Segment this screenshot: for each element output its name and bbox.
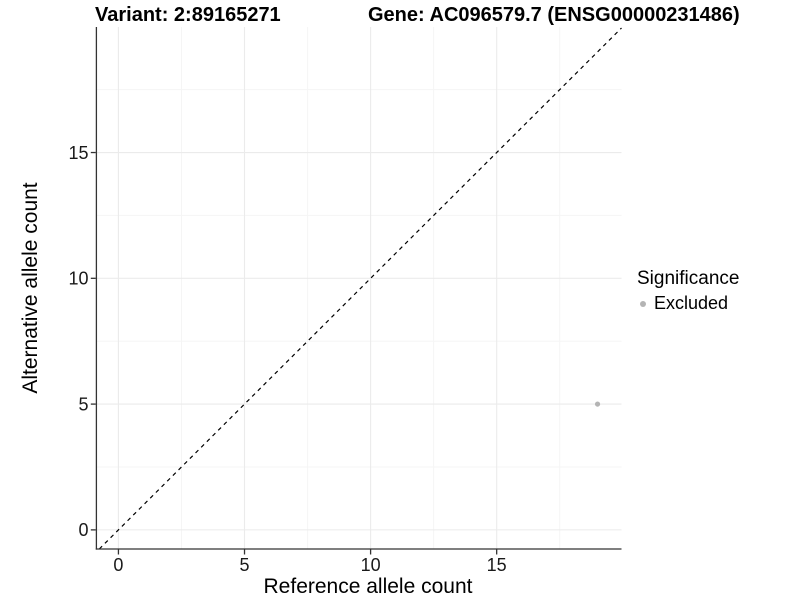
x-tick-label: 5 xyxy=(240,555,250,575)
plot-title-gene: Gene: AC096579.7 (ENSG00000231486) xyxy=(368,4,740,26)
y-tick-label: 5 xyxy=(78,394,88,414)
plot-title-variant: Variant: 2:89165271 xyxy=(95,4,281,26)
identity-line xyxy=(98,27,622,550)
y-tick-label: 10 xyxy=(68,269,88,289)
legend: Significance Excluded xyxy=(637,268,739,314)
legend-point-icon xyxy=(640,300,646,307)
legend-title: Significance xyxy=(637,268,740,289)
y-axis-title: Alternative allele count xyxy=(19,182,42,394)
x-axis-title: Reference allele count xyxy=(263,575,473,598)
x-tick-label: 0 xyxy=(113,555,123,575)
y-tick-label: 15 xyxy=(68,143,88,163)
legend-item-label: Excluded xyxy=(654,293,729,313)
data-point xyxy=(594,401,601,407)
x-tick-label: 15 xyxy=(487,555,507,575)
x-tick-label: 10 xyxy=(361,555,381,575)
y-tick-label: 0 xyxy=(78,520,88,540)
legend-item-excluded: Excluded xyxy=(637,293,739,314)
